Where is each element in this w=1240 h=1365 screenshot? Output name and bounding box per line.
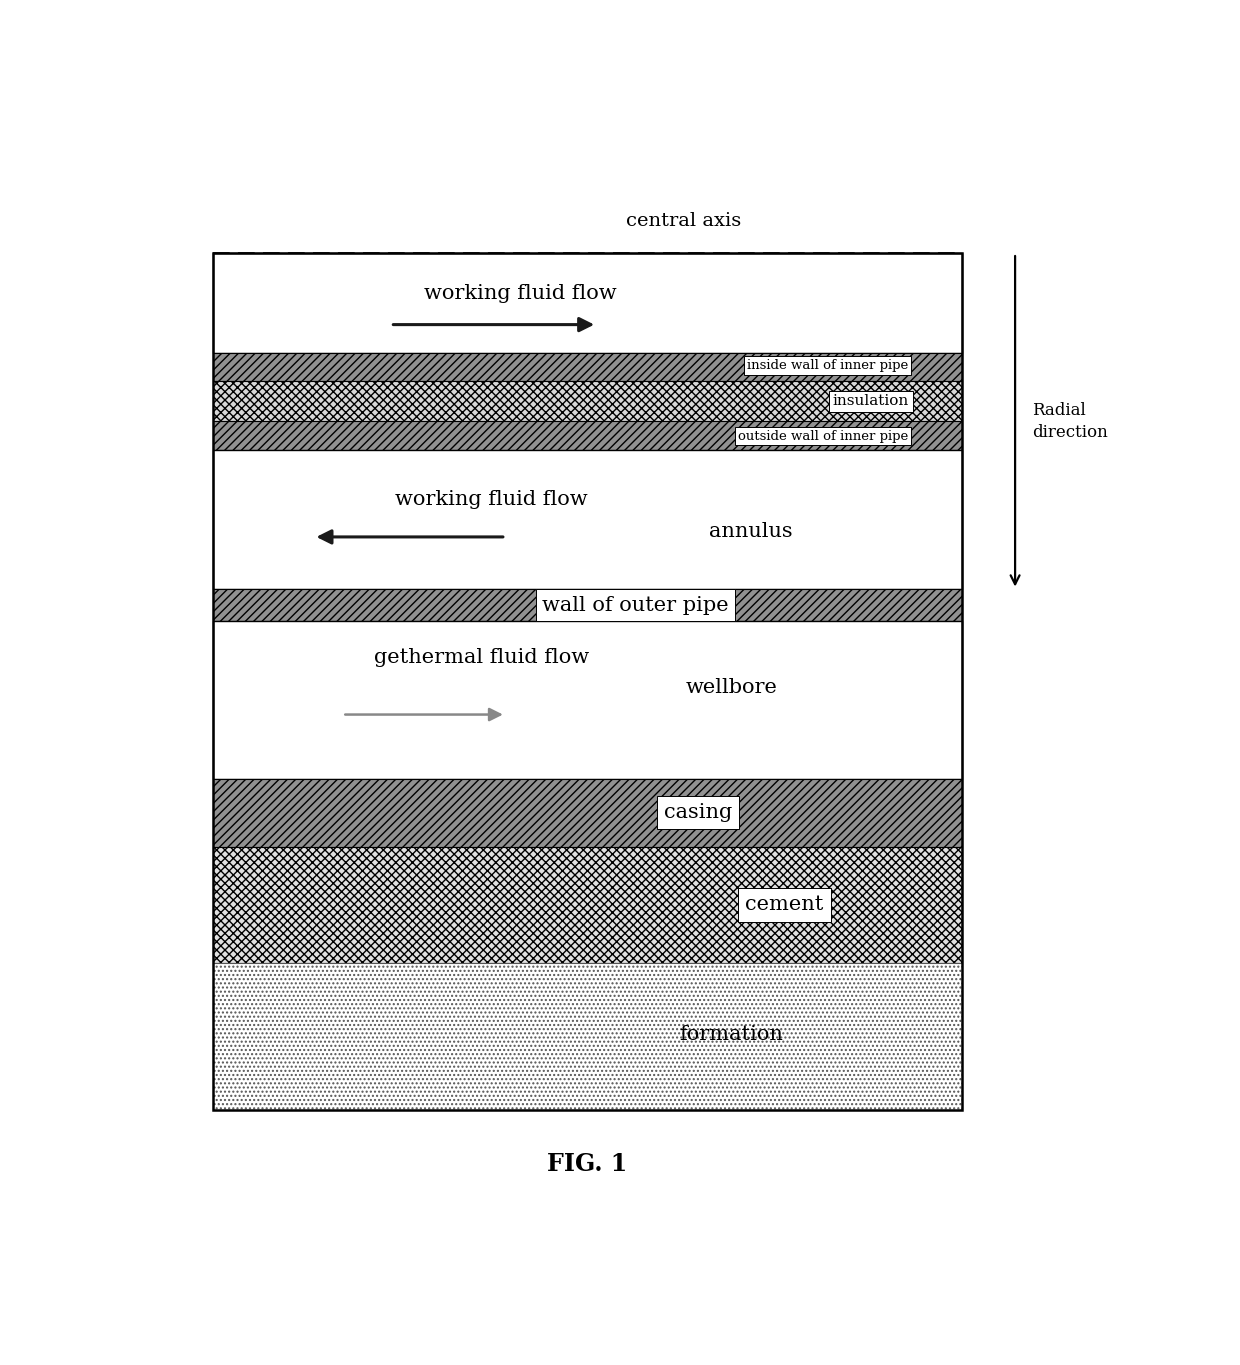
- Text: gethermal fluid flow: gethermal fluid flow: [374, 648, 589, 667]
- Text: casing: casing: [663, 803, 732, 822]
- Bar: [213, 253, 962, 1110]
- Bar: [213, 422, 962, 449]
- Text: working fluid flow: working fluid flow: [396, 490, 588, 509]
- Bar: [213, 846, 962, 962]
- Bar: [213, 449, 962, 590]
- Text: central axis: central axis: [626, 212, 742, 231]
- Bar: [213, 962, 962, 1110]
- Text: FIG. 1: FIG. 1: [547, 1152, 627, 1177]
- Text: Radial
direction: Radial direction: [1033, 401, 1109, 441]
- Text: annulus: annulus: [709, 523, 792, 541]
- Text: outside wall of inner pipe: outside wall of inner pipe: [738, 430, 908, 442]
- Text: cement: cement: [745, 895, 823, 915]
- Bar: [213, 778, 962, 846]
- Text: wall of outer pipe: wall of outer pipe: [542, 595, 729, 614]
- Bar: [213, 381, 962, 422]
- Text: insulation: insulation: [833, 394, 909, 408]
- Text: inside wall of inner pipe: inside wall of inner pipe: [746, 359, 909, 373]
- Text: formation: formation: [680, 1025, 784, 1044]
- Bar: [213, 621, 962, 778]
- Text: working fluid flow: working fluid flow: [424, 284, 616, 303]
- Bar: [213, 590, 962, 621]
- Text: wellbore: wellbore: [686, 678, 777, 696]
- Bar: [213, 253, 962, 354]
- Bar: [213, 354, 962, 381]
